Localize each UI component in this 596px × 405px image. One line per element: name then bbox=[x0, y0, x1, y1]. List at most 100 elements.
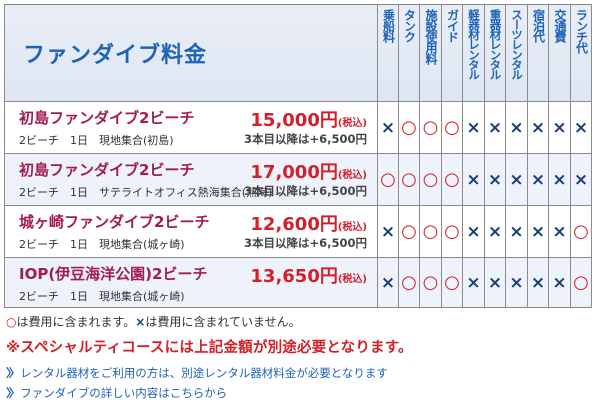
table-row: 城ヶ崎ファンダイブ2ビーチ 2ビーチ 1日 現地集合(城ヶ崎) 12,600円(税込… bbox=[4, 205, 592, 258]
cross-icon: × bbox=[530, 118, 546, 138]
circle-icon: ○ bbox=[422, 221, 439, 242]
cross-icon: × bbox=[466, 273, 481, 293]
fee-inclusion-cell: ○ bbox=[419, 257, 442, 308]
circle-icon: ○ bbox=[401, 221, 417, 242]
circle-icon: ○ bbox=[401, 169, 417, 190]
column-header-label: 施設使用料 bbox=[424, 9, 438, 64]
fee-inclusion-cell: × bbox=[527, 205, 549, 258]
circle-icon: ○ bbox=[422, 272, 439, 293]
course-cell: IOP(伊豆海洋公園)2ビーチ 2ビーチ 1日 現地集合(城ヶ崎) 13,650円(… bbox=[4, 257, 378, 308]
cross-icon: × bbox=[552, 118, 567, 138]
circle-icon: ○ bbox=[444, 117, 460, 138]
course-cell: 初島ファンダイブ2ビーチ 2ビーチ 1日 現地集合(初島) 15,000円(税込) 3… bbox=[4, 101, 378, 154]
column-header-light-gear-rental: 軽器材レンタル bbox=[462, 4, 485, 102]
chevron-right-icon: 〉〉 bbox=[6, 366, 20, 380]
fee-inclusion-cell: × bbox=[377, 101, 399, 154]
fee-inclusion-cell: ○ bbox=[441, 101, 463, 154]
fee-inclusion-cell: ○ bbox=[441, 205, 463, 258]
circle-icon: ○ bbox=[444, 221, 460, 242]
column-header-label: ガイド bbox=[445, 9, 460, 42]
fee-inclusion-cell: × bbox=[548, 101, 571, 154]
fee-inclusion-cell: × bbox=[505, 101, 528, 154]
fee-inclusion-cell: × bbox=[462, 153, 485, 206]
circle-icon: ○ bbox=[444, 272, 460, 293]
fee-inclusion-cell: × bbox=[484, 205, 506, 258]
fee-inclusion-cell: × bbox=[377, 257, 399, 308]
table-header-row: ファンダイブ料金 乗船料 タンク 施設使用料 ガイド 軽器材レンタル 重器材レン… bbox=[4, 4, 592, 102]
extra-dive-price: 3本目以降は+6,500円 bbox=[243, 132, 367, 146]
cross-icon: × bbox=[487, 118, 503, 138]
cross-icon: × bbox=[552, 170, 567, 190]
course-detail: 2ビーチ 1日 現地集合(城ヶ崎) bbox=[19, 290, 185, 303]
column-header-boat-fee: 乗船料 bbox=[377, 4, 399, 102]
cross-icon: × bbox=[135, 315, 146, 329]
fee-inclusion-cell: × bbox=[548, 257, 571, 308]
circle-icon: ○ bbox=[401, 117, 417, 138]
fee-inclusion-cell: × bbox=[570, 153, 592, 206]
tax-label: (税込) bbox=[337, 222, 367, 233]
circle-icon: ○ bbox=[573, 221, 589, 242]
chevron-right-icon: 〉〉 bbox=[6, 386, 20, 400]
fee-inclusion-cell: × bbox=[505, 153, 528, 206]
rental-info-link[interactable]: 〉〉 レンタル器材をご利用の方は、別途レンタル器材料金が必要となります bbox=[6, 365, 591, 381]
fun-dive-details-link-label: ファンダイブの詳しい内容はこちらから bbox=[20, 386, 228, 400]
fee-inclusion-cell: ○ bbox=[398, 205, 420, 258]
legend-excluded-text: は費用に含まれていません。 bbox=[145, 315, 301, 329]
column-header-tank: タンク bbox=[398, 4, 420, 102]
fee-inclusion-cell: ○ bbox=[419, 205, 442, 258]
fun-dive-details-link[interactable]: 〉〉 ファンダイブの詳しい内容はこちらから bbox=[6, 385, 591, 401]
fee-inclusion-cell: × bbox=[527, 101, 549, 154]
circle-icon: ○ bbox=[573, 272, 589, 293]
fee-inclusion-cell: × bbox=[527, 153, 549, 206]
cross-icon: × bbox=[530, 273, 546, 293]
fun-dive-fee-table: ファンダイブ料金 乗船料 タンク 施設使用料 ガイド 軽器材レンタル 重器材レン… bbox=[4, 4, 592, 308]
fee-inclusion-cell: × bbox=[548, 205, 571, 258]
price-amount: 17,000円 bbox=[250, 162, 338, 183]
rental-info-link-label: レンタル器材をご利用の方は、別途レンタル器材料金が必要となります bbox=[20, 366, 388, 380]
notes-section: ○は費用に含まれます。×は費用に含まれていません。 ※スペシャルティコースには上… bbox=[6, 313, 591, 401]
fee-inclusion-cell: × bbox=[505, 205, 528, 258]
cross-icon: × bbox=[573, 118, 589, 138]
cross-icon: × bbox=[380, 118, 396, 138]
column-header-label: ランチ代 bbox=[574, 9, 589, 53]
fee-inclusion-cell: ○ bbox=[398, 257, 420, 308]
circle-icon: ○ bbox=[444, 169, 460, 190]
cross-icon: × bbox=[530, 170, 546, 190]
cross-icon: × bbox=[380, 273, 396, 293]
fee-inclusion-cell: × bbox=[462, 205, 485, 258]
cross-icon: × bbox=[530, 222, 546, 242]
fee-inclusion-cell: × bbox=[484, 101, 506, 154]
circle-icon: ○ bbox=[380, 169, 396, 190]
column-header-guide: ガイド bbox=[441, 4, 463, 102]
column-header-label: 重器材レンタル bbox=[488, 9, 503, 79]
column-header-label: 乗船料 bbox=[381, 9, 396, 42]
table-title: ファンダイブ料金 bbox=[23, 43, 208, 68]
cross-icon: × bbox=[466, 170, 481, 190]
fee-inclusion-cell: ○ bbox=[419, 153, 442, 206]
price-amount: 15,000円 bbox=[250, 110, 338, 131]
course-name: 城ヶ崎ファンダイブ2ビーチ bbox=[19, 213, 210, 231]
fee-inclusion-cell: ○ bbox=[570, 257, 592, 308]
course-price: 15,000円(税込) bbox=[250, 106, 367, 132]
cross-icon: × bbox=[509, 222, 524, 242]
tax-label: (税込) bbox=[337, 274, 367, 285]
table-title-cell: ファンダイブ料金 bbox=[4, 4, 378, 102]
column-header-suit-rental: スーツレンタル bbox=[505, 4, 528, 102]
column-header-label: 軽器材レンタル bbox=[467, 9, 481, 79]
cross-icon: × bbox=[487, 273, 503, 293]
column-header-label: 宿泊代 bbox=[531, 9, 546, 42]
course-detail: 2ビーチ 1日 現地集合(城ヶ崎) bbox=[19, 238, 185, 251]
cross-icon: × bbox=[552, 273, 567, 293]
course-price: 17,000円(税込) bbox=[250, 158, 367, 184]
cross-icon: × bbox=[509, 170, 524, 190]
column-header-lunch: ランチ代 bbox=[570, 4, 592, 102]
cross-icon: × bbox=[509, 273, 524, 293]
fee-inclusion-cell: ○ bbox=[377, 153, 399, 206]
legend-included-text: は費用に含まれます。 bbox=[16, 315, 136, 329]
course-name: IOP(伊豆海洋公園)2ビーチ bbox=[19, 265, 208, 283]
cross-icon: × bbox=[552, 222, 567, 242]
column-header-label: 交通費 bbox=[553, 9, 567, 42]
tax-label: (税込) bbox=[337, 118, 367, 129]
fee-inclusion-cell: ○ bbox=[398, 101, 420, 154]
